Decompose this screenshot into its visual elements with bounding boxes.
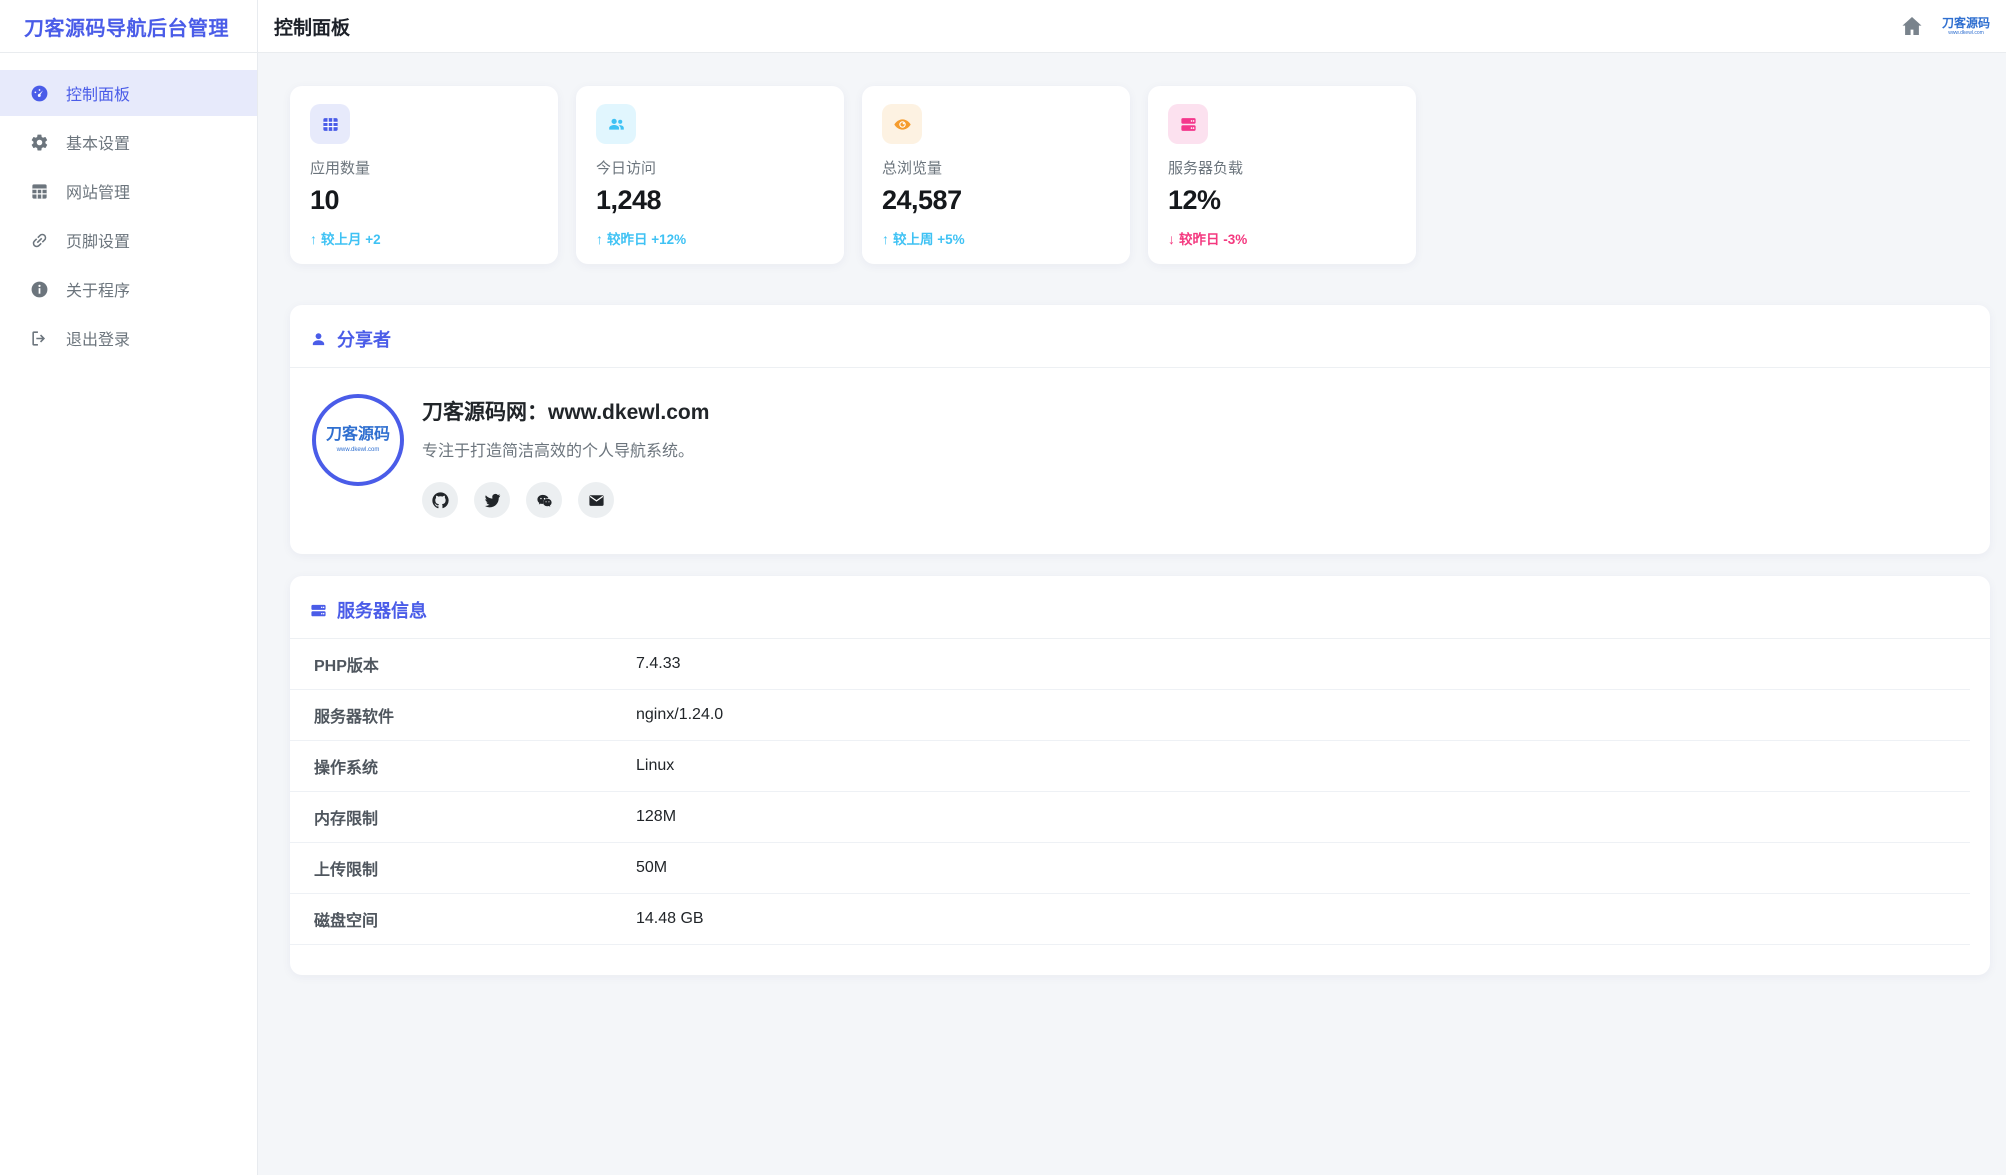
gear-icon [30,133,49,152]
stats-row: 应用数量 10 ↑ 较上月 +2 今日访问 1,248 ↑ 较昨日 +12% [290,86,1990,264]
brand-logo-title: 刀客源码 [1942,15,1991,30]
sidebar-item-label: 关于程序 [66,283,131,300]
server-icon [1168,104,1208,144]
sidebar-item-websites[interactable]: 网站管理 [0,168,257,214]
sharer-name: 刀客源码网：www.dkewl.com [422,401,710,424]
home-icon[interactable] [1900,14,1924,38]
brand-logo-sub: www.dkewl.com [1948,29,1984,36]
sharer-avatar: 刀客源码 www.dkewl.com [312,394,404,486]
stat-value: 1,248 [596,185,662,215]
avatar-logo-text: 刀客源码 [325,426,390,443]
sharer-panel: 分享者 刀客源码 www.dkewl.com 刀客源码网：www.dkewl.c… [290,305,1990,554]
row-label: 内存限制 [314,811,379,828]
row-label: 上传限制 [314,862,379,879]
topbar: 控制面板 刀客源码 www.dkewl.com [258,0,2006,53]
sidebar-item-about[interactable]: 关于程序 [0,266,257,312]
topbar-actions: 刀客源码 www.dkewl.com [1900,14,1990,38]
stat-trend: ↓ 较昨日 -3% [1168,231,1248,247]
server-info-panel: 服务器信息 PHP版本 7.4.33 服务器软件 nginx/1.24.0 操作… [290,576,1990,975]
server-info-table: PHP版本 7.4.33 服务器软件 nginx/1.24.0 操作系统 Lin… [290,639,1990,975]
sharer-description: 专注于打造简洁高效的个人导航系统。 [422,443,695,460]
sidebar-item-footer-settings[interactable]: 页脚设置 [0,217,257,263]
page-title: 控制面板 [274,17,351,39]
sidebar-item-label: 网站管理 [66,185,131,202]
stat-card-server-load: 服务器负载 12% ↓ 较昨日 -3% [1148,86,1416,264]
stat-trend: ↑ 较上月 +2 [310,231,381,247]
stat-value: 12% [1168,185,1221,215]
grid-icon [310,104,350,144]
email-icon[interactable] [578,482,614,518]
tachometer-icon [30,84,49,103]
main-content: 应用数量 10 ↑ 较上月 +2 今日访问 1,248 ↑ 较昨日 +12% [258,53,2006,1175]
row-value: 50M [636,859,668,876]
brand-logo[interactable]: 刀客源码 www.dkewl.com [1942,17,1990,36]
stat-label: 总浏览量 [882,160,943,177]
arrow-up-icon: ↑ [882,231,889,247]
sharer-info: 刀客源码网：www.dkewl.com 专注于打造简洁高效的个人导航系统。 [422,394,709,518]
arrow-up-icon: ↑ [310,231,317,247]
arrow-up-icon: ↑ [596,231,603,247]
table-row: PHP版本 7.4.33 [290,639,1970,690]
row-value: nginx/1.24.0 [636,706,724,723]
app-title: 刀客源码导航后台管理 [0,0,257,53]
stat-label: 应用数量 [310,160,371,177]
sidebar-item-logout[interactable]: 退出登录 [0,315,257,361]
sidebar-item-dashboard[interactable]: 控制面板 [0,70,257,116]
table-row: 上传限制 50M [290,843,1970,894]
avatar-logo-sub: www.dkewl.com [336,447,380,453]
stat-card-visits: 今日访问 1,248 ↑ 较昨日 +12% [576,86,844,264]
sharer-panel-header: 分享者 [290,305,1990,368]
row-label: PHP版本 [314,658,379,675]
row-value: 7.4.33 [636,655,681,672]
row-value: 14.48 GB [636,910,704,927]
stat-label: 今日访问 [596,160,657,177]
stat-value: 24,587 [882,185,962,215]
sidebar-menu: 控制面板 基本设置 网站管理 页脚设置 [0,53,257,361]
row-value: 128M [636,808,677,825]
user-icon [310,331,327,348]
sign-out-icon [30,329,49,348]
sidebar-item-settings[interactable]: 基本设置 [0,119,257,165]
table-row: 内存限制 128M [290,792,1970,843]
stat-value: 10 [310,185,340,215]
stat-card-apps: 应用数量 10 ↑ 较上月 +2 [290,86,558,264]
sidebar-item-label: 页脚设置 [66,234,131,251]
eye-icon [882,104,922,144]
sharer-body: 刀客源码 www.dkewl.com 刀客源码网：www.dkewl.com 专… [290,368,1990,554]
row-value: Linux [636,757,675,774]
table-icon [30,182,49,201]
sidebar: 刀客源码导航后台管理 控制面板 基本设置 网站管理 [0,0,258,1175]
sharer-panel-title: 分享者 [337,330,391,350]
github-icon[interactable] [422,482,458,518]
stat-trend: ↑ 较上周 +5% [882,231,965,247]
twitter-icon[interactable] [474,482,510,518]
stat-label: 服务器负载 [1168,160,1244,177]
arrow-down-icon: ↓ [1168,231,1175,247]
sidebar-item-label: 控制面板 [66,87,131,104]
server-panel-header: 服务器信息 [290,576,1990,639]
server-icon [310,602,327,619]
table-row: 服务器软件 nginx/1.24.0 [290,690,1970,741]
info-circle-icon [30,280,49,299]
server-panel-title: 服务器信息 [337,601,427,621]
wechat-icon[interactable] [526,482,562,518]
link-icon [30,231,49,250]
stat-trend: ↑ 较昨日 +12% [596,231,687,247]
row-label: 操作系统 [314,760,379,777]
row-label: 服务器软件 [314,709,395,726]
row-label: 磁盘空间 [314,913,379,930]
social-links [422,482,709,518]
table-row: 操作系统 Linux [290,741,1970,792]
sidebar-item-label: 基本设置 [66,136,131,153]
users-icon [596,104,636,144]
sidebar-item-label: 退出登录 [66,332,131,349]
table-row: 磁盘空间 14.48 GB [290,894,1970,945]
stat-card-pageviews: 总浏览量 24,587 ↑ 较上周 +5% [862,86,1130,264]
